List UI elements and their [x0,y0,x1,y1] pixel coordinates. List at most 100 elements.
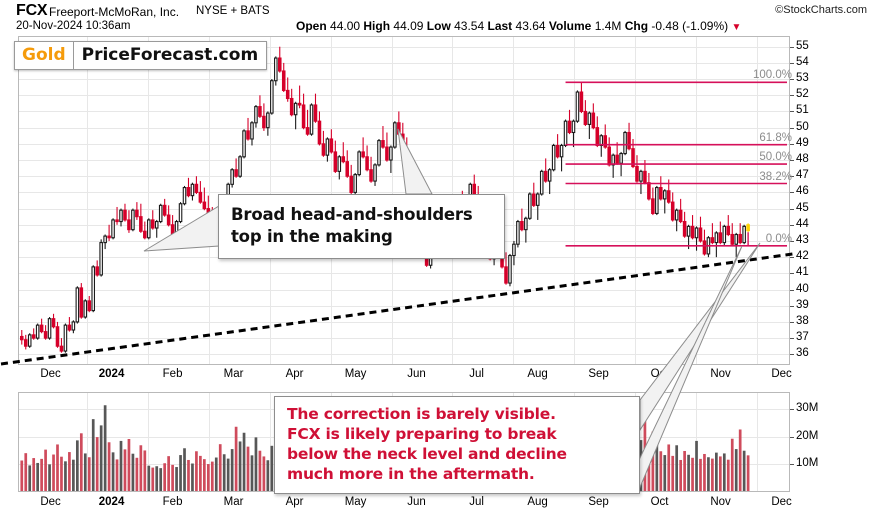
volume-bar [91,419,95,491]
last-value: 43.64 [515,19,546,33]
low-label: Low [426,19,451,33]
gridline-v [209,37,210,364]
candlestick [595,116,600,148]
y-tick-mark [790,111,794,112]
gridline-v [574,37,575,364]
candlestick [746,223,750,233]
volume-bar [230,449,234,491]
gridline-v [209,393,210,491]
x-axis-label: Aug [527,496,548,508]
volume-bar [738,429,742,491]
volume-bar [87,457,91,491]
volume-bar [95,437,99,491]
volume-bar [730,438,734,491]
candlestick [329,129,334,154]
volume-bar [155,466,159,491]
volume-bar [699,458,702,491]
candlestick [607,137,611,167]
candlestick [547,168,552,195]
candlestick [206,195,211,220]
quote-datetime: 20-Nov-2024 10:36am [16,20,131,32]
candlestick [190,182,195,201]
y-tick-mark [790,176,794,177]
candlestick [718,221,723,245]
gridline-h [19,111,789,112]
fibonacci-level-label: 0.0% [765,232,792,245]
y-axis-label: 39 [796,299,809,311]
candlestick [35,323,40,340]
candlestick [75,286,80,324]
x-axis-label: Jul [469,496,484,508]
candlestick [571,119,576,148]
candlestick [131,208,135,232]
x-axis-label: Dec [771,368,792,380]
volume-bar [56,444,59,491]
volume-bar [242,432,246,491]
volume-bar [36,462,40,491]
y-tick-mark [790,225,794,226]
volume-bar [643,400,647,491]
candlestick [369,156,373,183]
candlestick [512,240,516,266]
volume-bar [726,459,730,491]
candlestick [397,111,401,136]
volume-y-axis-label: 30M [796,402,819,414]
gridline-v [87,37,88,364]
candlestick [532,182,536,207]
candlestick [408,153,413,185]
volume-bar [68,452,71,491]
candlestick [262,103,266,131]
candlestick [575,90,580,123]
x-axis-label: May [344,368,367,380]
volume-bar [191,463,194,491]
candlestick [99,239,103,277]
candlestick [674,208,679,232]
candlestick [738,223,742,245]
volume-bar [659,451,663,491]
volume-bar [147,465,151,491]
volume-bar [246,446,250,491]
candlestick [670,192,675,222]
y-tick-mark [790,209,794,210]
volume-bar [151,467,155,491]
candlestick [591,103,596,130]
volume-bar [206,464,210,491]
candlestick [655,185,659,216]
candlestick [47,317,52,340]
volume-bar [179,455,182,491]
candlestick [349,164,353,195]
candlestick [559,143,564,172]
candlestick [623,130,627,156]
candlestick [567,109,572,135]
callout2-line3: below the neck level and decline [287,445,567,464]
x-axis-label: Dec [40,496,61,508]
candlestick [337,155,342,180]
fibonacci-level-label: 50.0% [759,151,792,164]
y-tick-mark [790,160,794,161]
x-axis-label: Apr [285,496,304,508]
y-tick-mark [790,354,794,355]
candlestick [345,150,350,178]
y-tick-mark [790,437,794,438]
x-axis-label: Feb [162,368,183,380]
y-axis-label: 54 [796,56,809,68]
y-axis-label: 42 [796,250,809,262]
candlestick [194,176,199,195]
gridline-v [635,37,636,364]
volume-bar [111,452,115,491]
candlestick [71,320,76,334]
candlestick [127,210,131,233]
volume-bar [655,438,659,491]
candlestick [377,138,381,167]
volume-bar [103,405,107,491]
candlestick [178,202,183,224]
candlestick [43,325,48,340]
y-axis-label: 43 [796,234,809,246]
copyright-icon: © [775,4,784,16]
x-axis-label: Oct [650,368,669,380]
y-axis-label: 47 [796,169,809,181]
volume-bar [72,459,75,491]
candlestick [83,299,88,319]
gridline-v [757,37,758,364]
gridline-v [148,393,149,491]
